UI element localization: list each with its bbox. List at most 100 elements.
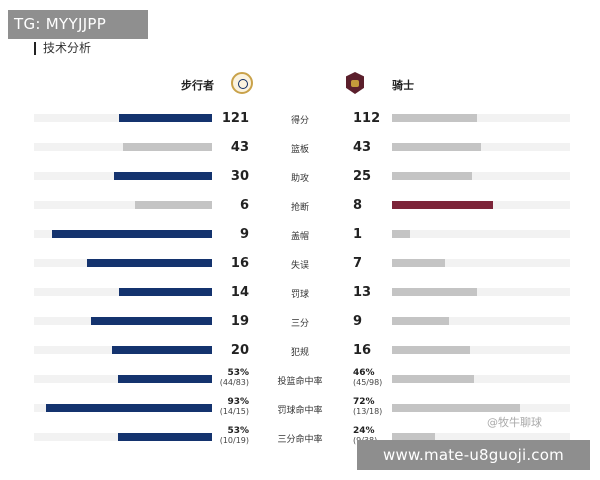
stat-row: 53% (44/83) 投篮命中率 46% (45/98) <box>0 365 600 394</box>
home-value-text: 93% <box>227 397 249 407</box>
home-value-text: 16 <box>230 256 249 271</box>
section-title: 技术分析 <box>34 42 91 55</box>
home-value-text: 121 <box>221 111 249 126</box>
home-stat-value: 9 <box>240 227 249 242</box>
stat-label: 抢断 <box>290 203 309 213</box>
away-stat-value: 25 <box>353 169 371 184</box>
cavaliers-logo-icon <box>346 72 364 94</box>
away-bar-track <box>392 288 570 296</box>
away-value-detail: (45/98) <box>353 378 383 387</box>
stat-row: 93% (14/15) 罚球命中率 72% (13/18) <box>0 394 600 423</box>
away-stat-bar <box>392 433 435 441</box>
home-bar-track <box>34 114 212 122</box>
home-stat-value: 53% (10/19) <box>220 426 249 446</box>
home-bar-track <box>34 288 212 296</box>
home-stat-value: 14 <box>231 285 249 300</box>
away-bar-track <box>392 346 570 354</box>
stat-row: 19 三分 9 <box>0 307 600 336</box>
home-stat-bar <box>87 259 212 267</box>
home-value-detail: (14/15) <box>219 407 249 416</box>
home-value-text: 20 <box>230 343 249 358</box>
away-value-text: 16 <box>353 343 372 358</box>
home-value-text: 19 <box>230 314 249 329</box>
stat-row: 121 得分 112 <box>0 104 600 133</box>
away-stat-bar <box>392 317 449 325</box>
stat-row: 16 失误 7 <box>0 249 600 278</box>
stat-label: 助攻 <box>290 174 309 184</box>
home-value-detail: (44/83) <box>219 378 249 387</box>
away-stat-bar <box>392 346 470 354</box>
away-stat-value: 9 <box>353 314 362 329</box>
away-value-detail: (13/18) <box>353 407 383 416</box>
home-stat-bar <box>52 230 212 238</box>
home-value-text: 30 <box>230 169 249 184</box>
stat-row: 43 篮板 43 <box>0 133 600 162</box>
away-stat-bar <box>392 201 493 209</box>
away-value-text: 46% <box>353 368 375 378</box>
away-value-text: 72% <box>353 397 375 407</box>
home-stat-value: 121 <box>222 111 249 126</box>
away-bar-track <box>392 172 570 180</box>
home-value-text: 14 <box>230 285 249 300</box>
away-bar-track <box>392 404 570 412</box>
away-stat-value: 43 <box>353 140 371 155</box>
home-bar-track <box>34 143 212 151</box>
stat-label: 罚球命中率 <box>277 406 323 416</box>
home-stat-bar <box>118 433 212 441</box>
away-stat-value: 1 <box>353 227 362 242</box>
away-stat-bar <box>392 404 520 412</box>
tg-contact-badge: TG: MYYJJPP <box>8 10 148 39</box>
home-value-text: 43 <box>230 140 249 155</box>
home-bar-track <box>34 346 212 354</box>
home-stat-bar <box>112 346 212 354</box>
home-bar-track <box>34 317 212 325</box>
away-bar-track <box>392 143 570 151</box>
away-value-text: 25 <box>353 169 372 184</box>
home-bar-track <box>34 259 212 267</box>
stat-row: 6 抢断 8 <box>0 191 600 220</box>
home-bar-track <box>34 375 212 383</box>
stat-label: 投篮命中率 <box>277 377 323 387</box>
away-stat-bar <box>392 172 472 180</box>
home-stat-value: 93% (14/15) <box>220 397 249 417</box>
stat-row: 14 罚球 13 <box>0 278 600 307</box>
away-team-name: 骑士 <box>392 79 414 92</box>
home-value-detail: (10/19) <box>219 436 249 445</box>
home-value-text: 6 <box>239 198 249 213</box>
home-stat-value: 43 <box>231 140 249 155</box>
home-bar-track <box>34 433 212 441</box>
home-value-text: 53% <box>227 426 249 436</box>
home-stat-bar <box>135 201 212 209</box>
away-bar-track <box>392 230 570 238</box>
home-bar-track <box>34 172 212 180</box>
away-value-text: 9 <box>353 314 363 329</box>
stat-label: 犯规 <box>290 348 309 358</box>
home-stat-bar <box>91 317 212 325</box>
away-stat-bar <box>392 114 477 122</box>
away-stat-value: 46% (45/98) <box>353 368 382 388</box>
home-stat-value: 53% (44/83) <box>220 368 249 388</box>
stat-label: 三分 <box>290 319 309 329</box>
stat-label: 盖帽 <box>290 232 309 242</box>
home-bar-track <box>34 230 212 238</box>
url-banner: www.mate-u8guoji.com <box>357 440 590 470</box>
home-stat-value: 20 <box>231 343 249 358</box>
home-value-text: 53% <box>227 368 249 378</box>
away-value-text: 24% <box>353 426 375 436</box>
stat-label: 失误 <box>290 261 309 271</box>
home-stat-bar <box>118 375 212 383</box>
stat-row: 9 盖帽 1 <box>0 220 600 249</box>
home-stat-bar <box>123 143 212 151</box>
away-value-text: 8 <box>353 198 363 213</box>
home-stat-bar <box>119 288 212 296</box>
stat-label: 得分 <box>290 116 309 126</box>
home-stat-value: 30 <box>231 169 249 184</box>
stat-label: 篮板 <box>290 145 309 155</box>
away-value-text: 112 <box>353 111 381 126</box>
away-stat-value: 72% (13/18) <box>353 397 382 417</box>
away-stat-value: 7 <box>353 256 362 271</box>
home-stat-value: 6 <box>240 198 249 213</box>
away-value-text: 13 <box>353 285 372 300</box>
away-stat-value: 112 <box>353 111 380 126</box>
away-stat-bar <box>392 288 477 296</box>
